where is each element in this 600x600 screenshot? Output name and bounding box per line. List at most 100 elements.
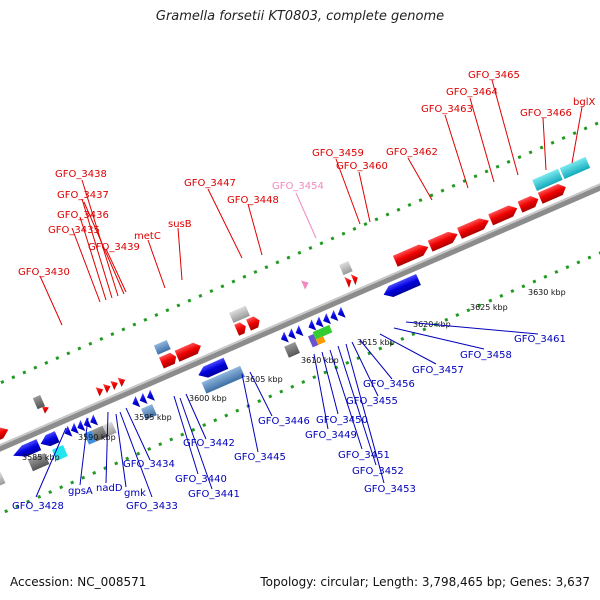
feature-dark xyxy=(32,395,45,410)
gene-label-GFO_3465[interactable]: GFO_3465 xyxy=(468,70,520,81)
gene-label-GFO_3440[interactable]: GFO_3440 xyxy=(175,474,227,485)
feature-orange xyxy=(315,336,326,345)
gene-reverse[interactable] xyxy=(38,431,60,449)
gene-reverse[interactable] xyxy=(196,357,229,381)
gene-label-GFO_3438[interactable]: GFO_3438 xyxy=(55,169,107,180)
gene-label-bglX[interactable]: bglX xyxy=(573,97,595,108)
forward-leader-lines xyxy=(39,79,583,326)
gene-reverse[interactable] xyxy=(11,439,42,461)
gene-forward[interactable] xyxy=(246,315,262,331)
gene-reverse[interactable] xyxy=(306,319,317,333)
gene-reverse[interactable] xyxy=(88,414,99,427)
gene-label-GFO_3458[interactable]: GFO_3458 xyxy=(460,350,512,361)
gene-reverse[interactable] xyxy=(293,325,304,338)
gene-reverse[interactable] xyxy=(381,274,421,300)
feature-steel xyxy=(141,404,157,420)
reverse-gene-labels xyxy=(35,321,539,498)
gene-reverse[interactable] xyxy=(286,328,297,341)
gene-label-GFO_3464[interactable]: GFO_3464 xyxy=(446,87,498,98)
gene-label-GFO_3452[interactable]: GFO_3452 xyxy=(352,466,404,477)
gene-label-GFO_3451[interactable]: GFO_3451 xyxy=(338,450,390,461)
gene-forward[interactable] xyxy=(457,215,491,239)
reverse-tick-row xyxy=(0,204,600,542)
tick-label: 3625 kbp xyxy=(470,303,508,312)
feature-dark xyxy=(28,453,50,472)
gene-label-GFO_3441[interactable]: GFO_3441 xyxy=(188,489,240,500)
feature-grey xyxy=(229,305,250,323)
gene-forward[interactable] xyxy=(41,404,51,414)
gene-label-GFO_3442[interactable]: GFO_3442 xyxy=(183,438,235,449)
gene-forward[interactable] xyxy=(301,278,310,290)
gene-label-GFO_3445[interactable]: GFO_3445 xyxy=(234,452,286,463)
feature-grey xyxy=(0,472,6,487)
gene-forward[interactable] xyxy=(174,340,204,362)
gene-label-GFO_3436[interactable]: GFO_3436 xyxy=(57,210,109,221)
gene-label-GFO_3454[interactable]: GFO_3454 xyxy=(272,181,324,192)
gene-reverse[interactable] xyxy=(137,392,148,406)
genome-summary-text: Topology: circular; Length: 3,798,465 bp… xyxy=(260,575,590,589)
gene-forward[interactable] xyxy=(344,275,353,288)
map-title: Gramella forsetii KT0803, complete genom… xyxy=(155,9,445,24)
gene-label-GFO_3433[interactable]: GFO_3433 xyxy=(126,501,178,512)
gene-label-GFO_3460[interactable]: GFO_3460 xyxy=(336,161,388,172)
gene-label-GFO_3462[interactable]: GFO_3462 xyxy=(386,147,438,158)
gene-reverse[interactable] xyxy=(69,422,79,436)
gene-reverse[interactable] xyxy=(130,396,141,409)
gene-label-GFO_3439[interactable]: GFO_3439 xyxy=(88,242,140,253)
accession-text: Accession: NC_008571 xyxy=(10,575,147,589)
gene-label-GFO_3437[interactable]: GFO_3437 xyxy=(57,190,109,201)
gene-reverse[interactable] xyxy=(313,316,324,329)
gene-forward[interactable] xyxy=(488,203,519,226)
gene-label-GFO_3449[interactable]: GFO_3449 xyxy=(305,430,357,441)
feature-dark xyxy=(284,341,300,358)
gene-label-GFO_3450[interactable]: GFO_3450 xyxy=(316,415,368,426)
gene-label-GFO_3448[interactable]: GFO_3448 xyxy=(227,195,279,206)
gene-label-GFO_3457[interactable]: GFO_3457 xyxy=(412,365,464,376)
gene-reverse[interactable] xyxy=(335,306,346,320)
gene-forward[interactable] xyxy=(95,385,105,397)
gene-label-GFO_3455[interactable]: GFO_3455 xyxy=(346,396,398,407)
gene-forward[interactable] xyxy=(392,241,431,267)
genome-backbone-highlight xyxy=(0,146,600,484)
gene-reverse[interactable] xyxy=(145,389,155,403)
gene-forward[interactable] xyxy=(537,182,568,204)
tick-label: 3615 kbp xyxy=(357,338,395,347)
gene-label-metC[interactable]: metC xyxy=(134,231,161,242)
gene-reverse[interactable] xyxy=(62,425,73,439)
gene-label-susB[interactable]: susB xyxy=(168,219,192,230)
gene-reverse[interactable] xyxy=(321,313,332,326)
tick-label: 3610 kbp xyxy=(301,356,339,365)
gene-forward[interactable] xyxy=(159,351,178,369)
gene-label-GFO_3430[interactable]: GFO_3430 xyxy=(18,267,70,278)
gene-forward[interactable] xyxy=(102,382,112,394)
feature-purple xyxy=(307,333,319,348)
gene-label-nadD[interactable]: nadD xyxy=(96,483,123,494)
gene-label-GFO_3428[interactable]: GFO_3428 xyxy=(12,501,64,512)
gene-label-GFO_3453[interactable]: GFO_3453 xyxy=(364,484,416,495)
gene-label-gmk[interactable]: gmk xyxy=(124,488,146,499)
tick-label: 3585 kbp xyxy=(22,453,60,462)
gene-forward[interactable] xyxy=(427,229,460,252)
gene-label-GFO_3447[interactable]: GFO_3447 xyxy=(184,178,236,189)
gene-label-gpsA[interactable]: gpsA xyxy=(68,486,93,497)
gene-label-GFO_3434[interactable]: GFO_3434 xyxy=(123,459,175,470)
gene-forward[interactable] xyxy=(234,321,248,336)
gene-reverse[interactable] xyxy=(75,419,86,433)
gene-label-GFO_3459[interactable]: GFO_3459 xyxy=(312,148,364,159)
gene-forward[interactable] xyxy=(117,375,127,387)
gene-label-GFO_3466[interactable]: GFO_3466 xyxy=(520,108,572,119)
tick-label: 3630 kbp xyxy=(528,288,566,297)
gene-reverse[interactable] xyxy=(328,309,339,323)
gene-reverse[interactable] xyxy=(279,331,289,344)
gene-label-GFO_3463[interactable]: GFO_3463 xyxy=(421,104,473,115)
gene-label-GFO_3456[interactable]: GFO_3456 xyxy=(363,379,415,390)
tick-label: 3595 kbp xyxy=(134,413,172,422)
feature-cyan xyxy=(559,156,591,179)
gene-forward[interactable] xyxy=(517,194,541,213)
gene-label-GFO_3461[interactable]: GFO_3461 xyxy=(514,334,566,345)
gene-label-GFO_3446[interactable]: GFO_3446 xyxy=(258,416,310,427)
gene-forward[interactable] xyxy=(110,378,119,391)
gene-label-GFO_3435[interactable]: GFO_3435 xyxy=(48,225,100,236)
gene-forward[interactable] xyxy=(350,272,360,286)
